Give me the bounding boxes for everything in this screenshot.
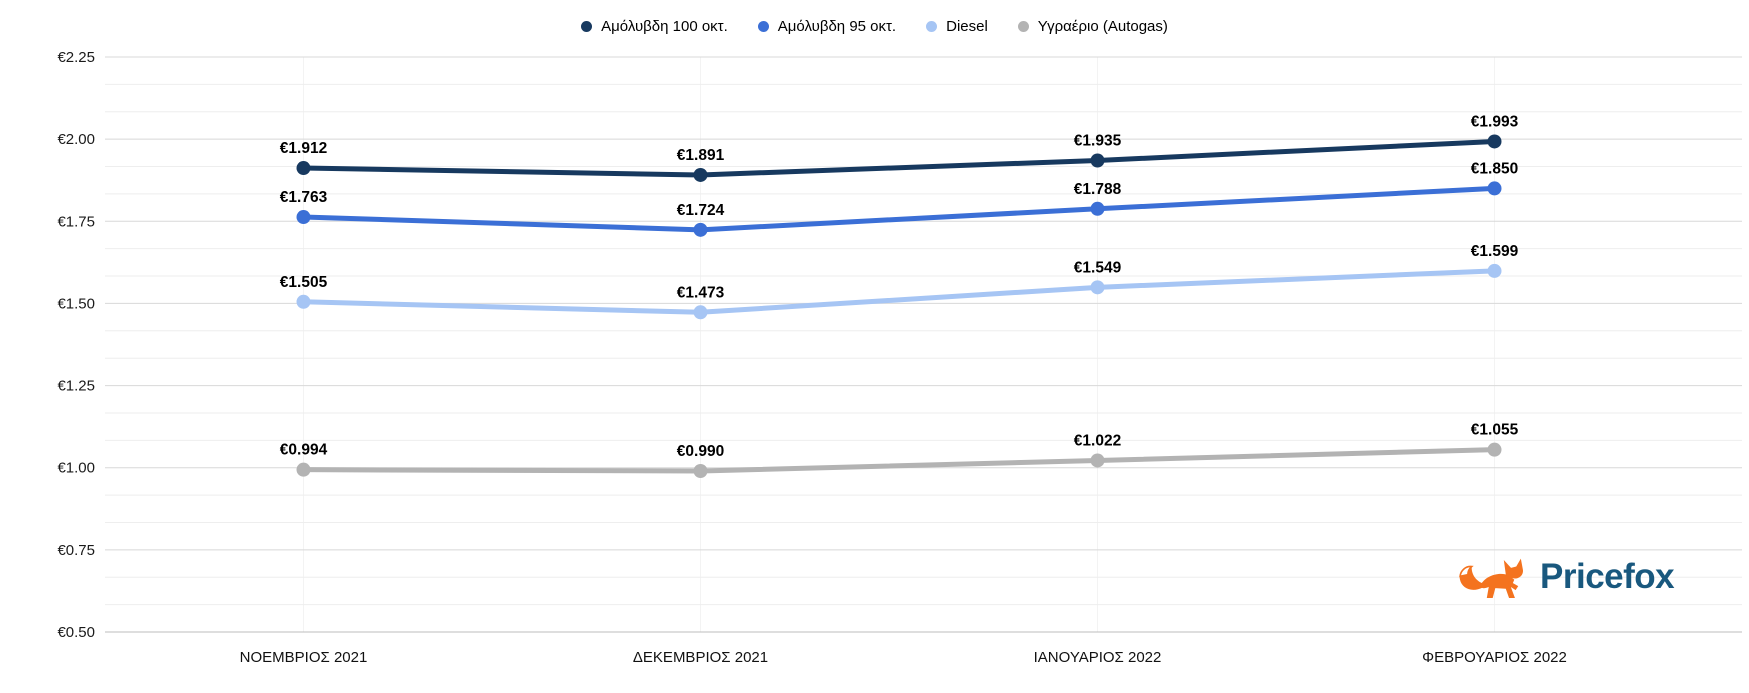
value-label: €1.891 — [677, 147, 725, 164]
logo-text: Pricefox — [1540, 557, 1675, 596]
data-point — [693, 222, 708, 237]
fox-icon — [1459, 558, 1524, 598]
series-line-0 — [301, 138, 1497, 178]
pricefox-logo: Pricefox — [1458, 546, 1675, 608]
value-label: €1.763 — [280, 189, 328, 206]
data-point — [296, 462, 311, 477]
y-axis-tick-label: €2.25 — [57, 49, 95, 66]
y-axis-tick-label: €1.75 — [57, 213, 95, 230]
y-axis-tick-label: €1.00 — [57, 460, 95, 477]
value-label: €1.473 — [677, 284, 725, 301]
series-line-3 — [301, 447, 1497, 474]
data-point — [296, 161, 311, 176]
data-point — [296, 210, 311, 225]
value-label: €1.724 — [677, 202, 725, 219]
legend-label: Υγραέριο (Autogas) — [1037, 18, 1168, 35]
value-label: €0.994 — [280, 442, 328, 459]
series-line-2 — [301, 268, 1497, 315]
legend-dot-icon — [757, 21, 769, 32]
value-label: €1.993 — [1471, 113, 1519, 130]
legend-dot-icon — [926, 21, 938, 32]
value-label: €1.850 — [1471, 160, 1518, 177]
legend-label: Diesel — [946, 18, 988, 35]
value-label: €1.935 — [1074, 133, 1122, 150]
data-point — [1090, 280, 1105, 295]
y-axis-tick-label: €1.25 — [57, 378, 95, 395]
series-line-1 — [301, 185, 1497, 233]
y-axis-tick-label: €0.50 — [57, 624, 95, 641]
value-label: €1.022 — [1074, 432, 1121, 449]
value-label: €1.788 — [1074, 181, 1122, 198]
x-axis-tick-label: ΝΟΕΜΒΡΙΟΣ 2021 — [240, 649, 368, 666]
y-axis-tick-label: €0.75 — [57, 542, 95, 559]
value-label: €0.990 — [677, 443, 724, 460]
value-label: €1.505 — [280, 274, 328, 291]
chart-legend: Αμόλυβδη 100 οκτ. Αμόλυβδη 95 οκτ. Diesel Υ… — [0, 18, 1749, 35]
data-point — [296, 294, 311, 309]
legend-dot-icon — [581, 21, 593, 32]
data-point — [1487, 442, 1502, 457]
legend-item-3: Υγραέριο (Autogas) — [1017, 18, 1168, 35]
data-point — [693, 305, 708, 320]
y-axis-tick-label: €2.00 — [57, 131, 95, 148]
y-axis-tick-label: €1.50 — [57, 295, 95, 312]
data-point — [1487, 181, 1502, 196]
data-point — [1487, 263, 1502, 278]
data-point — [1090, 453, 1105, 468]
legend-item-2: Diesel — [926, 18, 988, 35]
x-axis-tick-label: ΦΕΒΡΟΥΑΡΙΟΣ 2022 — [1422, 649, 1567, 666]
legend-dot-icon — [1017, 21, 1029, 32]
data-point — [693, 167, 708, 182]
value-label: €1.599 — [1471, 243, 1519, 260]
legend-label: Αμόλυβδη 95 οκτ. — [777, 18, 897, 35]
legend-item-1: Αμόλυβδη 95 οκτ. — [757, 18, 897, 35]
value-label: €1.549 — [1074, 259, 1122, 276]
x-axis-tick-label: ΙΑΝΟΥΑΡΙΟΣ 2022 — [1034, 649, 1162, 666]
legend-item-0: Αμόλυβδη 100 οκτ. — [581, 18, 728, 35]
data-point — [1090, 201, 1105, 216]
legend-label: Αμόλυβδη 100 οκτ. — [601, 18, 728, 35]
data-point — [1487, 134, 1502, 149]
data-point — [693, 464, 708, 478]
x-axis-tick-label: ΔΕΚΕΜΒΡΙΟΣ 2021 — [633, 649, 768, 666]
value-label: €1.912 — [280, 140, 327, 157]
data-point — [1090, 153, 1105, 168]
value-label: €1.055 — [1471, 422, 1519, 439]
